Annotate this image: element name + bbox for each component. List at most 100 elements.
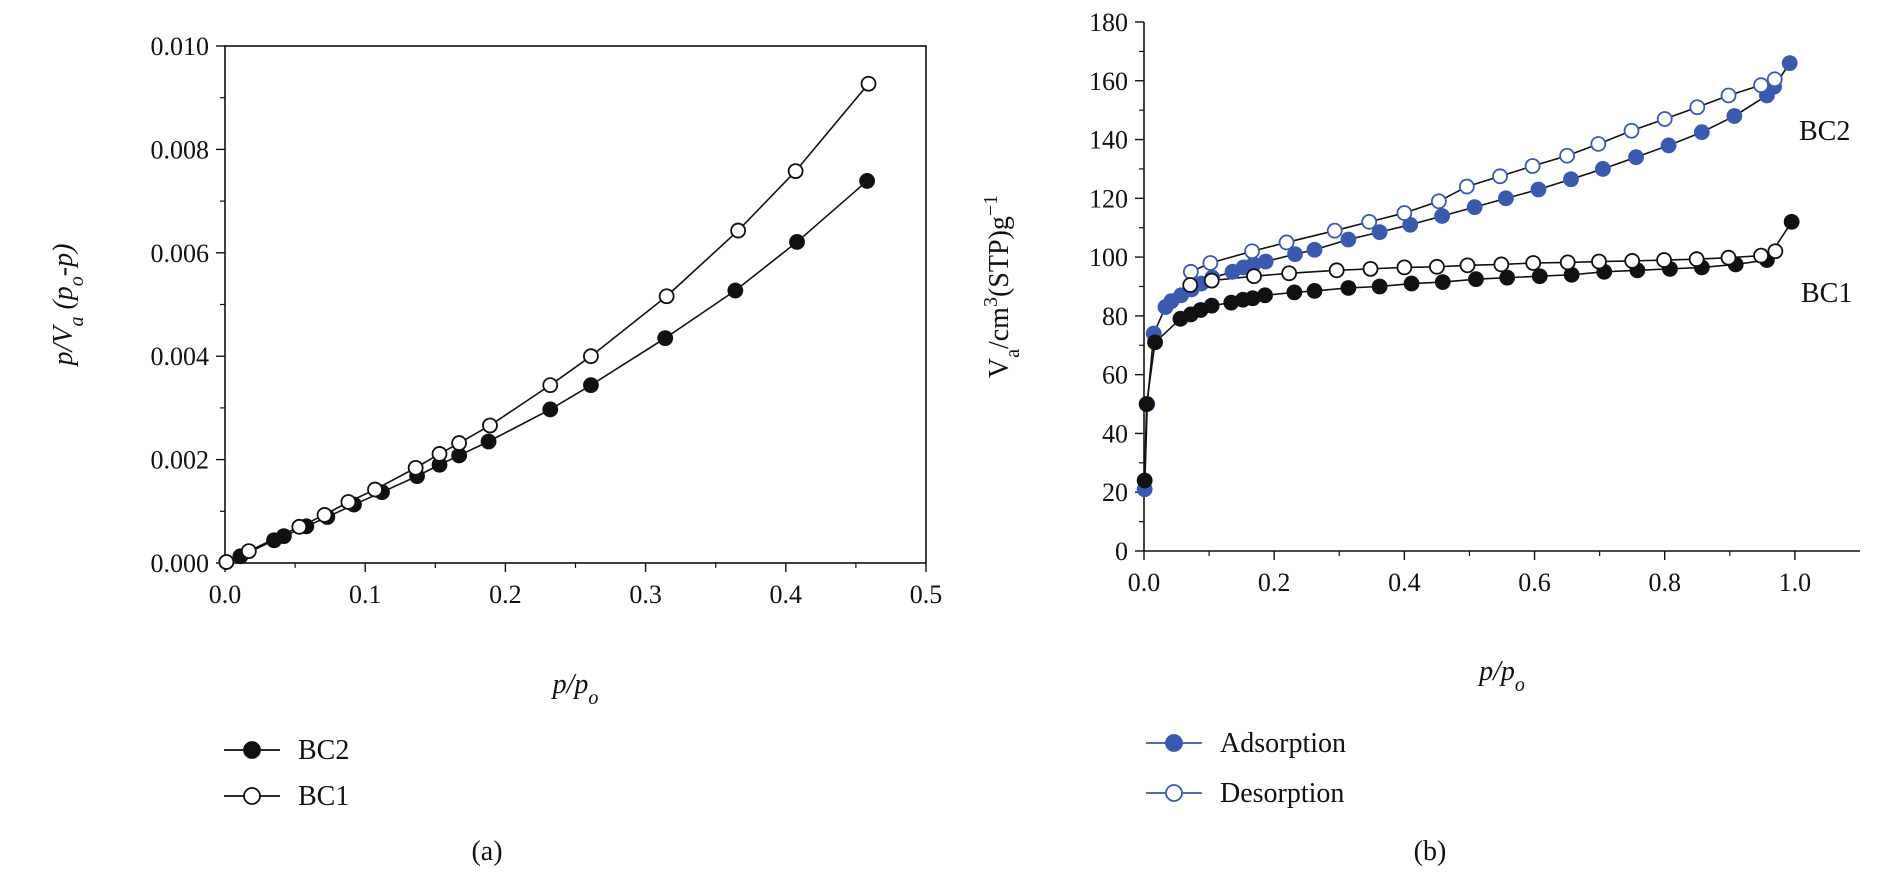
- y-tick-label: 0.008: [151, 135, 210, 164]
- data-point-bc1: [730, 222, 747, 239]
- data-point-bc1-desorption: [1396, 259, 1413, 276]
- data-point-bc2-adsorption: [1257, 253, 1274, 270]
- data-point-bc1-adsorption: [1136, 472, 1153, 489]
- data-point-bc2: [727, 282, 744, 299]
- x-axis-label: p/po: [551, 669, 599, 709]
- data-point-bc2-adsorption: [1726, 108, 1743, 124]
- chart-panel-b: 0.0 0.2 0.4 0.6 0.8 1.0 0 20 40 60 80 100 120 140 160 1…: [980, 8, 1860, 696]
- data-point-bc1: [658, 288, 675, 305]
- data-point-bc1-desorption: [1429, 258, 1445, 275]
- data-point-bc2-desorption: [1361, 213, 1378, 230]
- series-line-bc2-desorption: [1190, 78, 1776, 273]
- data-point-bc1-desorption: [1203, 272, 1220, 289]
- y-tick-label: 0.004: [151, 342, 210, 371]
- series-line-bc1: [226, 83, 870, 563]
- data-point-bc2-desorption: [1396, 205, 1413, 221]
- y-axis-label: Va/cm3(STP)g−1: [980, 195, 1024, 378]
- data-point-bc1-desorption: [1767, 243, 1784, 260]
- y-tick-label: 140: [1089, 126, 1128, 155]
- data-point-bc2-desorption: [1753, 77, 1769, 94]
- data-point-bc1-adsorption: [1434, 274, 1451, 290]
- x-tick-label: 0.2: [1258, 568, 1291, 597]
- y-tick-label: 0.006: [151, 239, 210, 268]
- data-point-bc2-desorption: [1720, 87, 1737, 104]
- data-point-bc1-adsorption: [1531, 268, 1548, 285]
- legend-label: Adsorption: [1220, 728, 1346, 759]
- legend-b: Adsorption Desorption: [1146, 728, 1346, 809]
- x-tick-label: 0.4: [770, 580, 803, 609]
- data-point-bc2-desorption: [1244, 243, 1260, 260]
- data-point-bc1-adsorption: [1783, 213, 1800, 230]
- data-point-bc2-desorption: [1559, 147, 1575, 164]
- data-point-bc2-adsorption: [1306, 241, 1323, 258]
- legend-label: Desorption: [1220, 778, 1344, 809]
- legend-marker: [1165, 784, 1183, 802]
- data-point-bc2-desorption: [1524, 158, 1541, 174]
- data-point-bc2: [275, 528, 292, 545]
- data-point-bc1-desorption: [1688, 251, 1705, 268]
- y-tick-label: 180: [1089, 8, 1128, 37]
- data-point-bc1-desorption: [1328, 262, 1345, 279]
- data-point-bc2: [480, 433, 497, 450]
- data-point-bc2-desorption: [1492, 168, 1508, 185]
- x-axis-label: p/po: [1477, 656, 1525, 696]
- data-point-bc2-adsorption: [1530, 181, 1547, 198]
- data-point-bc2-desorption: [1458, 178, 1475, 195]
- data-point-bc2-adsorption: [1781, 55, 1798, 72]
- y-axis-label: p/Va (po-p): [48, 244, 88, 368]
- legend-label: BC1: [298, 781, 349, 812]
- data-point-bc1: [240, 543, 257, 560]
- data-point-bc1-adsorption: [1138, 396, 1155, 412]
- data-point-bc2: [542, 401, 559, 418]
- panel-label-b: (b): [1414, 836, 1447, 867]
- data-point-bc2-adsorption: [1563, 171, 1579, 188]
- data-point-bc2-desorption: [1278, 234, 1295, 251]
- chart-panel-a: 0.0 0.1 0.2 0.3 0.4 0.5 0.000 0.002 0.004 0.006 0.…: [48, 32, 942, 709]
- data-point-bc2: [859, 173, 876, 189]
- data-point-bc2-adsorption: [1434, 208, 1451, 224]
- data-point-bc1-adsorption: [1286, 284, 1303, 301]
- series-line-bc2-adsorption: [1143, 62, 1791, 490]
- data-point-bc1-adsorption: [1147, 334, 1163, 351]
- y-tick-label: 40: [1102, 419, 1128, 448]
- x-tick-label: 0.0: [1128, 568, 1161, 597]
- data-point-bc2-desorption: [1202, 255, 1219, 271]
- data-point-bc1: [218, 554, 235, 570]
- data-point-bc1-desorption: [1362, 260, 1379, 277]
- data-point-bc2-adsorption: [1594, 161, 1611, 177]
- data-point-bc1-desorption: [1525, 255, 1542, 271]
- data-point-bc1: [542, 377, 559, 394]
- data-point-bc1: [482, 417, 498, 434]
- x-tick-label: 0.0: [209, 580, 242, 609]
- data-point-bc1-desorption: [1656, 252, 1672, 268]
- data-point-bc2-adsorption: [1693, 124, 1710, 141]
- data-point-bc1-adsorption: [1257, 287, 1273, 304]
- x-tick-label: 0.5: [910, 580, 943, 609]
- data-point-bc2-adsorption: [1371, 224, 1388, 241]
- data-point-bc2-desorption: [1326, 222, 1343, 239]
- data-point-bc2: [583, 377, 599, 394]
- data-point-bc1-adsorption: [1306, 283, 1323, 299]
- data-point-bc1: [860, 75, 877, 92]
- series-line-bc2: [226, 180, 868, 563]
- data-point-bc2-adsorption: [1340, 231, 1357, 248]
- plot-frame: [224, 45, 927, 564]
- x-tick-label: 1.0: [1779, 568, 1812, 597]
- data-point-bc2: [657, 330, 674, 347]
- data-point-bc1-desorption: [1559, 254, 1576, 271]
- y-tick-label: 120: [1089, 184, 1128, 213]
- legend-marker: [1165, 734, 1183, 752]
- data-point-bc1: [367, 481, 383, 498]
- data-point-bc1-adsorption: [1371, 278, 1388, 295]
- data-point-bc1-desorption: [1246, 268, 1262, 285]
- data-point-bc2-desorption: [1766, 71, 1783, 88]
- data-point-bc2-adsorption: [1287, 246, 1303, 263]
- data-point-bc1: [583, 348, 599, 365]
- data-point-bc1-adsorption: [1468, 271, 1484, 288]
- data-point-bc2-adsorption: [1660, 137, 1677, 154]
- annotation-bc1: BC1: [1801, 278, 1852, 309]
- y-tick-label: 0.010: [151, 32, 210, 61]
- y-tick-label: 20: [1102, 478, 1128, 507]
- x-tick-label: 0.4: [1388, 568, 1421, 597]
